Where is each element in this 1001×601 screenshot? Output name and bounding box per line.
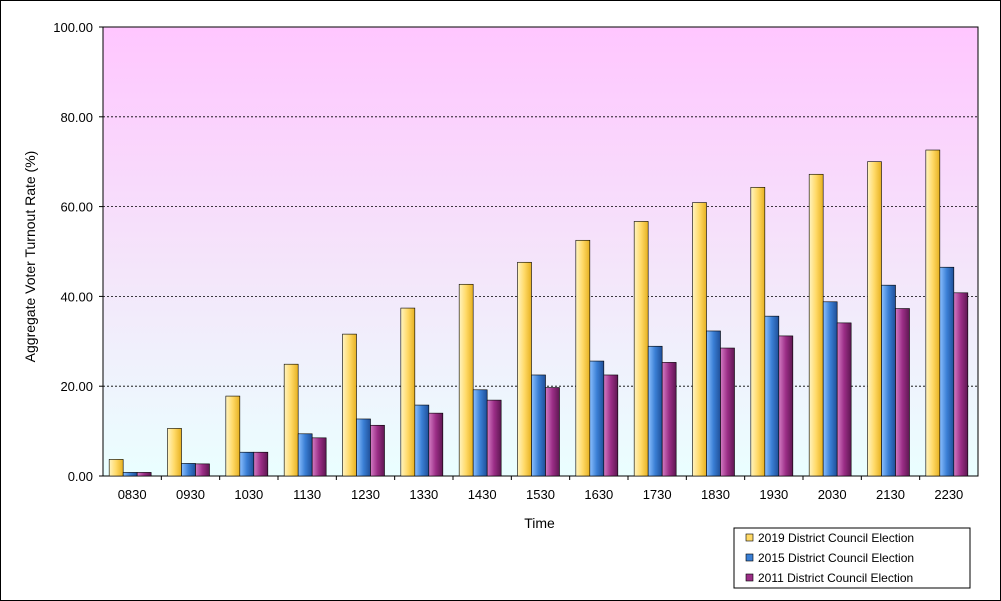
bar-2011-1730 — [661, 362, 677, 477]
y-tick-label: 0.00 — [68, 469, 93, 484]
bar-2019-1530 — [517, 261, 532, 477]
x-axis-ticks: 0830 0930 1030 1130 1230 1330 1430 1530 1630 1730… — [118, 476, 963, 502]
bar-2019-1730 — [633, 221, 649, 477]
bar-2019-1930 — [750, 186, 766, 477]
bar-2019-0830 — [108, 459, 124, 477]
bar-2019-1130 — [283, 363, 299, 477]
legend-swatch-2015 — [745, 553, 754, 562]
bar-2015-0830 — [122, 472, 138, 477]
bar-2011-0930 — [195, 463, 210, 477]
legend-box — [733, 527, 971, 589]
bars — [108, 149, 969, 477]
bar-2011-1230 — [370, 424, 385, 477]
x-tick-label: 1630 — [584, 487, 613, 502]
bar-2015-2130 — [881, 284, 896, 477]
x-tick-label: 1230 — [351, 487, 380, 502]
bar-2019-0930 — [167, 428, 182, 477]
bar-2019-1330 — [400, 307, 416, 477]
x-tick-label: 2230 — [934, 487, 963, 502]
bar-2019-2130 — [867, 161, 882, 477]
x-tick-label: 1430 — [468, 487, 497, 502]
y-axis-title: Aggregate Voter Turnout Rate (%) — [22, 151, 38, 363]
bar-2011-1330 — [428, 412, 444, 477]
bar-2015-2030 — [822, 301, 838, 477]
x-tick-label: 2030 — [818, 487, 847, 502]
bar-2015-1030 — [239, 451, 255, 477]
legend-label-2019: 2019 District Council Election — [758, 531, 914, 545]
bar-2011-1630 — [603, 374, 619, 477]
legend-label-2011: 2011 District Council Election — [758, 571, 913, 585]
x-tick-label: 1930 — [759, 487, 788, 502]
x-tick-label: 1530 — [526, 487, 555, 502]
bar-2019-2230 — [925, 149, 941, 477]
bar-2015-2230 — [939, 266, 955, 477]
bar-2015-1230 — [356, 418, 371, 477]
bar-2015-1530 — [531, 374, 546, 477]
bar-2015-1930 — [764, 315, 780, 477]
bar-2019-1030 — [225, 395, 241, 477]
x-tick-label: 1030 — [234, 487, 263, 502]
bar-2015-1830 — [706, 330, 721, 477]
bar-2011-2030 — [836, 322, 852, 477]
y-axis-ticks: 0.00 20.00 40.00 60.00 80.00 100.00 — [53, 20, 103, 484]
bar-2011-1830 — [720, 347, 735, 477]
bar-2019-1630 — [575, 239, 591, 477]
legend-swatch-2011 — [745, 573, 754, 582]
legend-swatch-2019 — [745, 533, 754, 542]
x-tick-label: 1730 — [643, 487, 672, 502]
y-tick-label: 40.00 — [60, 289, 93, 304]
x-tick-label: 1830 — [701, 487, 730, 502]
bar-2011-1130 — [311, 437, 327, 477]
y-tick-label: 100.00 — [53, 20, 93, 35]
x-axis-title: Time — [524, 515, 555, 531]
bar-2015-1330 — [414, 404, 430, 477]
legend: 2019 District Council Election 2015 Dist… — [733, 527, 971, 589]
x-tick-label: 2130 — [876, 487, 905, 502]
x-tick-label: 1130 — [293, 487, 321, 502]
bar-2011-1530 — [545, 387, 560, 477]
x-tick-label: 0930 — [176, 487, 205, 502]
y-tick-label: 80.00 — [60, 110, 93, 125]
bar-2011-1030 — [253, 451, 269, 477]
bar-2015-1430 — [472, 389, 488, 477]
bar-2015-0930 — [181, 463, 196, 477]
bar-2015-1730 — [647, 345, 663, 477]
bar-2019-2030 — [808, 173, 824, 477]
bar-2011-1930 — [778, 335, 794, 477]
legend-label-2015: 2015 District Council Election — [758, 551, 914, 565]
y-tick-label: 60.00 — [60, 200, 93, 215]
bar-2019-1230 — [342, 333, 357, 477]
y-tick-label: 20.00 — [60, 379, 93, 394]
bar-2019-1830 — [692, 202, 707, 477]
x-tick-label: 0830 — [118, 487, 147, 502]
bar-2015-1630 — [589, 360, 605, 477]
bar-2011-1430 — [486, 399, 502, 477]
bar-2011-2130 — [895, 308, 910, 477]
x-tick-label: 1330 — [409, 487, 438, 502]
bar-2015-1130 — [297, 433, 313, 477]
bar-2011-2230 — [953, 292, 969, 477]
bar-2011-0830 — [136, 472, 152, 477]
bar-2019-1430 — [458, 283, 474, 477]
